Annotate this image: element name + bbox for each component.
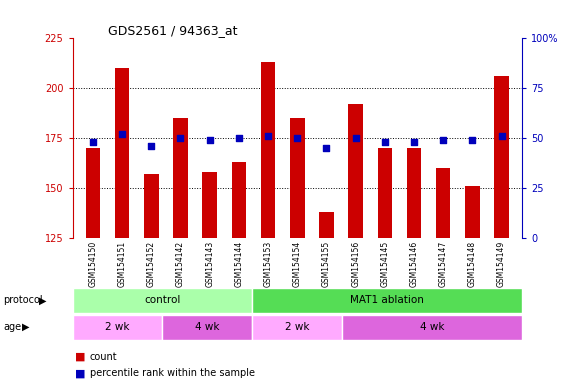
Text: ▶: ▶ xyxy=(39,295,47,305)
Bar xyxy=(378,148,392,238)
Bar xyxy=(261,62,276,238)
Point xyxy=(234,135,244,141)
Text: 4 wk: 4 wk xyxy=(195,322,220,333)
Bar xyxy=(436,168,451,238)
Point xyxy=(263,133,273,139)
Text: GDS2561 / 94363_at: GDS2561 / 94363_at xyxy=(108,24,238,37)
Point xyxy=(176,135,185,141)
Text: GSM154142: GSM154142 xyxy=(176,240,185,286)
Text: ■: ■ xyxy=(75,368,86,378)
Bar xyxy=(144,174,158,238)
Text: 2 wk: 2 wk xyxy=(105,322,130,333)
Bar xyxy=(86,148,100,238)
Bar xyxy=(72,315,162,340)
Text: GSM154152: GSM154152 xyxy=(147,240,156,286)
Bar xyxy=(290,118,304,238)
Text: GSM154148: GSM154148 xyxy=(468,240,477,286)
Bar xyxy=(252,288,522,313)
Text: protocol: protocol xyxy=(3,295,42,305)
Bar xyxy=(72,288,252,313)
Point xyxy=(88,139,97,145)
Bar xyxy=(494,76,509,238)
Bar xyxy=(115,68,129,238)
Point xyxy=(205,137,215,143)
Text: ■: ■ xyxy=(75,352,86,362)
Text: MAT1 ablation: MAT1 ablation xyxy=(350,295,424,306)
Bar xyxy=(465,186,480,238)
Text: GSM154154: GSM154154 xyxy=(293,240,302,287)
Text: GSM154151: GSM154151 xyxy=(118,240,126,286)
Bar xyxy=(349,104,363,238)
Text: GSM154147: GSM154147 xyxy=(438,240,448,287)
Text: GSM154150: GSM154150 xyxy=(88,240,97,287)
Point xyxy=(322,145,331,151)
Text: age: age xyxy=(3,322,21,332)
Bar xyxy=(162,315,252,340)
Text: GSM154149: GSM154149 xyxy=(497,240,506,287)
Text: GSM154153: GSM154153 xyxy=(263,240,273,287)
Text: GSM154143: GSM154143 xyxy=(205,240,214,287)
Point xyxy=(438,137,448,143)
Text: count: count xyxy=(90,352,118,362)
Text: control: control xyxy=(144,295,180,306)
Bar xyxy=(342,315,522,340)
Bar xyxy=(319,212,333,238)
Text: ▶: ▶ xyxy=(22,322,30,332)
Text: percentile rank within the sample: percentile rank within the sample xyxy=(90,368,255,378)
Bar xyxy=(173,118,188,238)
Text: 4 wk: 4 wk xyxy=(420,322,444,333)
Point xyxy=(292,135,302,141)
Point xyxy=(351,135,360,141)
Point xyxy=(380,139,389,145)
Bar xyxy=(231,162,246,238)
Point xyxy=(147,143,156,149)
Text: GSM154145: GSM154145 xyxy=(380,240,389,287)
Point xyxy=(497,133,506,139)
Text: GSM154146: GSM154146 xyxy=(409,240,419,287)
Point xyxy=(118,131,127,137)
Bar xyxy=(202,172,217,238)
Point xyxy=(467,137,477,143)
Text: 2 wk: 2 wk xyxy=(285,322,310,333)
Text: GSM154144: GSM154144 xyxy=(234,240,244,287)
Text: GSM154156: GSM154156 xyxy=(351,240,360,287)
Bar xyxy=(252,315,342,340)
Point xyxy=(409,139,419,145)
Text: GSM154155: GSM154155 xyxy=(322,240,331,287)
Bar xyxy=(407,148,421,238)
